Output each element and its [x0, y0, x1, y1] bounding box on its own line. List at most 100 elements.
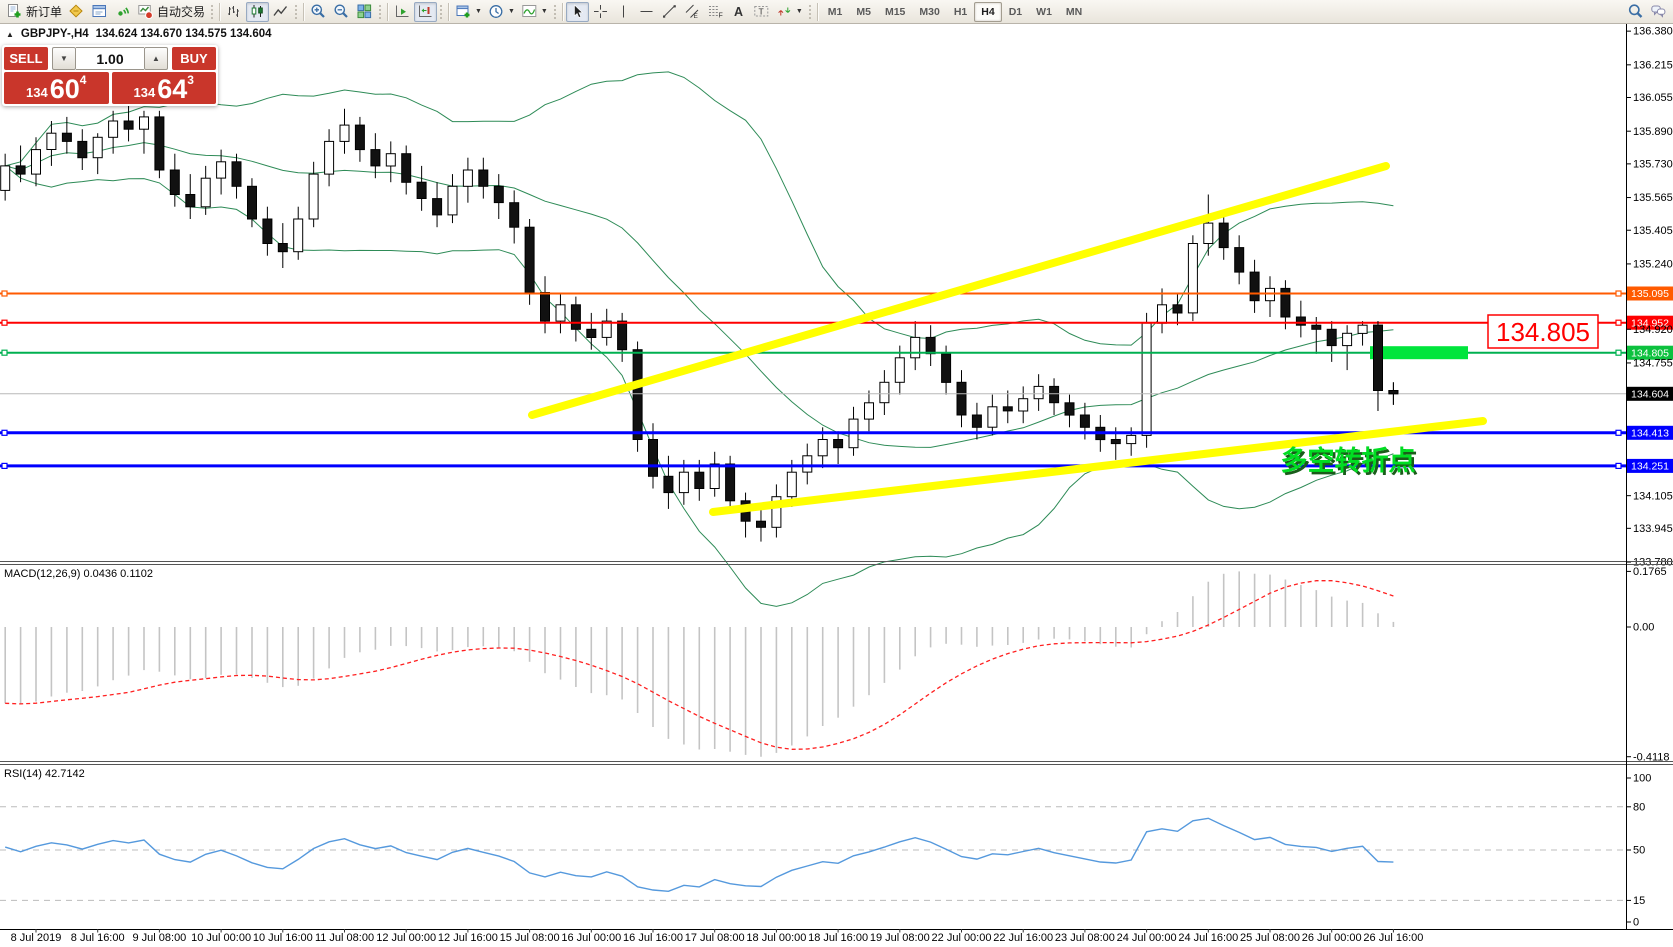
crosshair-button[interactable]	[589, 2, 612, 22]
shapes-icon	[776, 3, 793, 20]
channel-button[interactable]: E	[681, 2, 704, 22]
svg-text:10 Jul 16:00: 10 Jul 16:00	[253, 932, 313, 944]
indicators-button[interactable]: ▼	[518, 2, 551, 22]
svg-text:12 Jul 16:00: 12 Jul 16:00	[438, 932, 498, 944]
buy-price-button[interactable]: 134 64 3	[111, 72, 216, 105]
trendlines[interactable]	[528, 162, 1487, 516]
buy-price-big: 64	[157, 74, 188, 105]
svg-text:16 Jul 00:00: 16 Jul 00:00	[561, 932, 621, 944]
chat-button[interactable]	[1647, 2, 1670, 22]
svg-text:17 Jul 08:00: 17 Jul 08:00	[685, 932, 745, 944]
svg-text:23 Jul 08:00: 23 Jul 08:00	[1055, 932, 1115, 944]
new-chart-button[interactable]: ▼	[452, 2, 485, 22]
symbol-ohlc: 134.624 134.670 134.575 134.604	[95, 28, 272, 40]
volume-increase-button[interactable]: ▲	[144, 47, 168, 70]
svg-text:50: 50	[1633, 845, 1645, 857]
chat-icon	[1650, 3, 1667, 20]
buy-price-sup: 3	[187, 73, 194, 87]
cursor-button[interactable]	[565, 1, 589, 22]
svg-text:-0.4118: -0.4118	[1633, 751, 1670, 763]
search-button[interactable]	[1624, 2, 1647, 22]
svg-text:15: 15	[1633, 895, 1645, 907]
svg-text:8 Jul 2019: 8 Jul 2019	[11, 932, 62, 944]
svg-text:134.805: 134.805	[1631, 347, 1669, 359]
line-chart-button[interactable]	[269, 2, 292, 22]
chart-shift-button[interactable]	[414, 1, 438, 22]
shapes-button[interactable]: ▼	[773, 2, 806, 22]
fibo-icon: F	[707, 3, 724, 20]
hline-button[interactable]	[635, 2, 658, 22]
autoscroll-button[interactable]	[391, 2, 414, 22]
highlight-rect[interactable]	[1370, 346, 1468, 360]
line-chart-icon	[272, 3, 289, 20]
sell-price-button[interactable]: 134 60 4	[4, 72, 109, 104]
timeframe-h1-button[interactable]: H1	[953, 5, 968, 18]
candle-chart-icon	[249, 3, 266, 20]
trade-controls-row: SELL ▼ 1.00 ▲ BUY	[4, 47, 216, 70]
depth-button[interactable]	[65, 2, 88, 22]
svg-text:9 Jul 08:00: 9 Jul 08:00	[132, 932, 186, 944]
timeframe-m15-button[interactable]: M15	[884, 5, 906, 18]
svg-text:135.890: 135.890	[1633, 126, 1673, 138]
timeframe-m30-button[interactable]: M30	[919, 5, 940, 18]
buy-button[interactable]: BUY	[172, 47, 216, 70]
svg-text:133.780: 133.780	[1633, 557, 1673, 569]
toolbar-separator	[387, 2, 389, 21]
chevron-down-icon[interactable]: ▼	[507, 8, 515, 15]
chevron-down-icon[interactable]: ▼	[540, 8, 548, 15]
candle-chart-button[interactable]	[246, 1, 270, 22]
svg-text:F: F	[718, 13, 722, 20]
volume-input[interactable]: 1.00	[76, 47, 144, 70]
bollinger-bands	[4, 71, 1394, 607]
text-button[interactable]: A	[727, 2, 750, 22]
svg-text:18 Jul 16:00: 18 Jul 16:00	[808, 932, 868, 944]
macd-pane: MACD(12,26,9) 0.0436 0.1102 0.1765 0.00 -0.…	[4, 566, 1670, 763]
search-icon	[1627, 3, 1644, 20]
zoom-in-button[interactable]	[307, 2, 330, 22]
new-order-button[interactable]: 新订单	[3, 2, 65, 22]
svg-text:134.952: 134.952	[1631, 317, 1669, 329]
timeframe-mn-button[interactable]: MN	[1065, 5, 1083, 18]
timeframe-h4-button[interactable]: H4	[974, 1, 1002, 22]
indicator-levels	[0, 806, 1626, 901]
collapse-chart-icon[interactable]: ▲	[6, 29, 14, 39]
svg-text:12 Jul 00:00: 12 Jul 00:00	[376, 932, 436, 944]
window-button[interactable]	[88, 2, 111, 22]
svg-text:16 Jul 16:00: 16 Jul 16:00	[623, 932, 683, 944]
autotrade-button[interactable]: 自动交易	[134, 2, 208, 22]
signal-button[interactable]	[111, 2, 134, 22]
toolbar-grip	[439, 3, 444, 20]
sell-button[interactable]: SELL	[4, 47, 48, 70]
zoom-in-icon	[310, 3, 327, 20]
chevron-down-icon[interactable]: ▼	[475, 8, 482, 15]
zoom-out-button[interactable]	[330, 2, 353, 22]
candles-layer	[0, 104, 1399, 542]
svg-text:10 Jul 00:00: 10 Jul 00:00	[191, 932, 251, 944]
chevron-down-icon[interactable]: ▼	[795, 8, 803, 15]
fibo-button[interactable]: F	[704, 2, 727, 22]
toolbar-separator	[816, 2, 818, 21]
bar-chart-button[interactable]	[223, 2, 246, 22]
rsi-pane: 100 80 50 15 0 RSI(14) 42.7142	[4, 768, 1651, 929]
trendline-button[interactable]	[658, 2, 681, 22]
svg-text:22 Jul 16:00: 22 Jul 16:00	[993, 932, 1053, 944]
trade-prices-row: 134 60 4 134 64 3	[4, 72, 216, 104]
label-button[interactable]: T	[750, 2, 773, 22]
profiles-button[interactable]: ▼	[485, 2, 518, 22]
timeframe-w1-button[interactable]: W1	[1036, 5, 1052, 18]
tile-windows-button[interactable]	[353, 2, 376, 22]
svg-text:MACD(12,26,9) 0.0436 0.1102: MACD(12,26,9) 0.0436 0.1102	[4, 568, 153, 580]
svg-text:0.1765: 0.1765	[1633, 566, 1667, 578]
timeframe-m5-button[interactable]: M5	[856, 5, 871, 18]
symbol-title: GBPJPY-,H4	[20, 28, 89, 40]
svg-text:T: T	[758, 6, 763, 16]
timeframe-m1-button[interactable]: M1	[827, 5, 843, 18]
vline-button[interactable]	[612, 2, 635, 22]
chart-shift-icon	[417, 3, 434, 20]
cursor-icon	[569, 3, 586, 20]
sell-price-sup: 4	[79, 73, 87, 87]
volume-decrease-button[interactable]: ▼	[52, 47, 76, 70]
timeframe-d1-button[interactable]: D1	[1008, 5, 1023, 18]
